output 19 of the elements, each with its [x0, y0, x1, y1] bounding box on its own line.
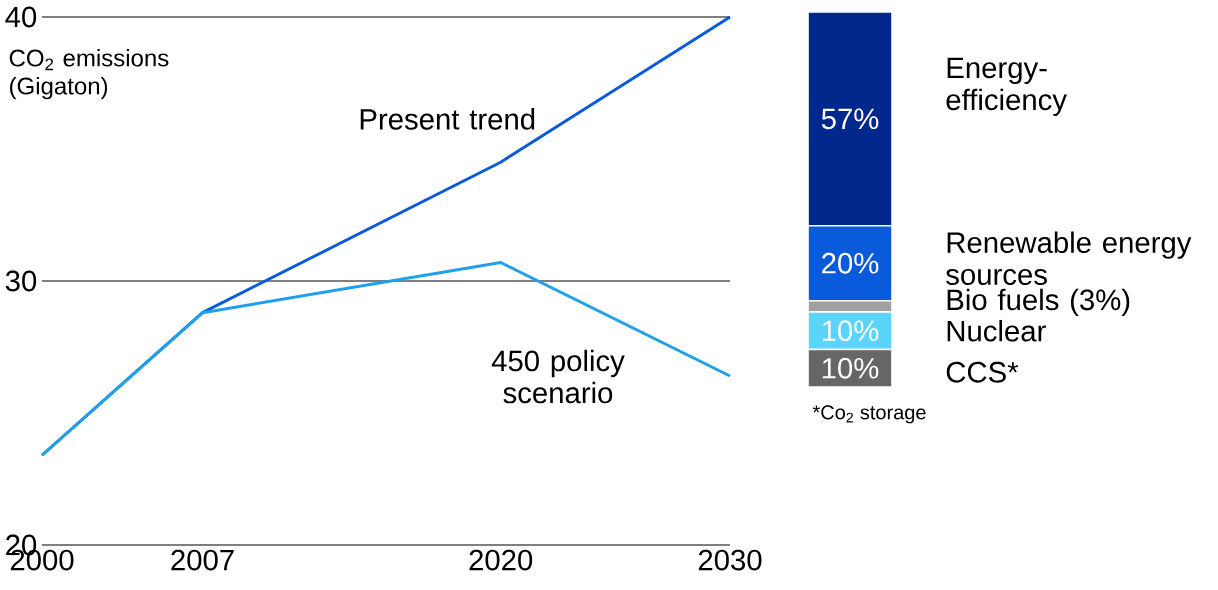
x-tick-label: 2030: [698, 549, 762, 571]
series-label: Bio fuels (3%): [947, 288, 1130, 317]
data-label: 57%: [821, 108, 879, 130]
data-label: 10%: [822, 357, 879, 379]
y-tick-label: 30: [5, 270, 37, 292]
y-tick-label: 40: [5, 6, 37, 28]
line-series: [40, 261, 732, 457]
x-tick-label: 2020: [469, 549, 533, 571]
series-label: Renewable energy sources: [946, 231, 1192, 286]
series-label: Present trend: [360, 108, 535, 130]
data-label: 20%: [822, 252, 879, 274]
text: *Co$_{2}$ storage: [812, 405, 926, 424]
y-axis-title: CO$_{2}$ emissions (Gigaton): [9, 48, 169, 100]
series-label: 450 policy scenario: [491, 349, 625, 404]
data-label: 10%: [822, 320, 879, 342]
series-label: Nuclear: [947, 319, 1046, 342]
series-label: Energy-efficiency: [946, 57, 1067, 116]
x-tick-label: 2007: [171, 549, 234, 571]
series-label: CCS*: [946, 361, 1019, 383]
